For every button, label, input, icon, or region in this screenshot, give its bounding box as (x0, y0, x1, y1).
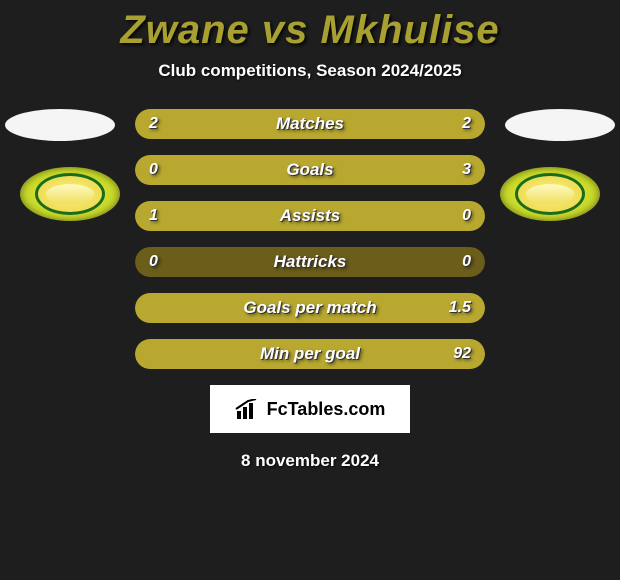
stat-label: Goals (135, 160, 485, 180)
stat-row: 1.5Goals per match (135, 293, 485, 323)
stat-label: Matches (135, 114, 485, 134)
comparison-stage: 22Matches 03Goals 10Assists 00Hattricks 1.5G… (0, 109, 620, 471)
comparison-subtitle: Club competitions, Season 2024/2025 (0, 61, 620, 81)
player-photo-right (505, 109, 615, 141)
comparison-title: Zwane vs Mkhulise (0, 0, 620, 53)
brand-box: FcTables.com (210, 385, 410, 433)
club-logo-left (20, 167, 120, 221)
stat-row: 03Goals (135, 155, 485, 185)
stat-label: Hattricks (135, 252, 485, 272)
date-line: 8 november 2024 (0, 451, 620, 471)
stat-label: Goals per match (135, 298, 485, 318)
stat-bars: 22Matches 03Goals 10Assists 00Hattricks 1.5G… (135, 109, 485, 369)
player-photo-left (5, 109, 115, 141)
stat-row: 92Min per goal (135, 339, 485, 369)
club-logo-right (500, 167, 600, 221)
stat-label: Min per goal (135, 344, 485, 364)
stat-row: 22Matches (135, 109, 485, 139)
brand-chart-icon (235, 399, 261, 419)
stat-label: Assists (135, 206, 485, 226)
stat-row: 10Assists (135, 201, 485, 231)
stat-row: 00Hattricks (135, 247, 485, 277)
brand-text: FcTables.com (267, 399, 386, 420)
